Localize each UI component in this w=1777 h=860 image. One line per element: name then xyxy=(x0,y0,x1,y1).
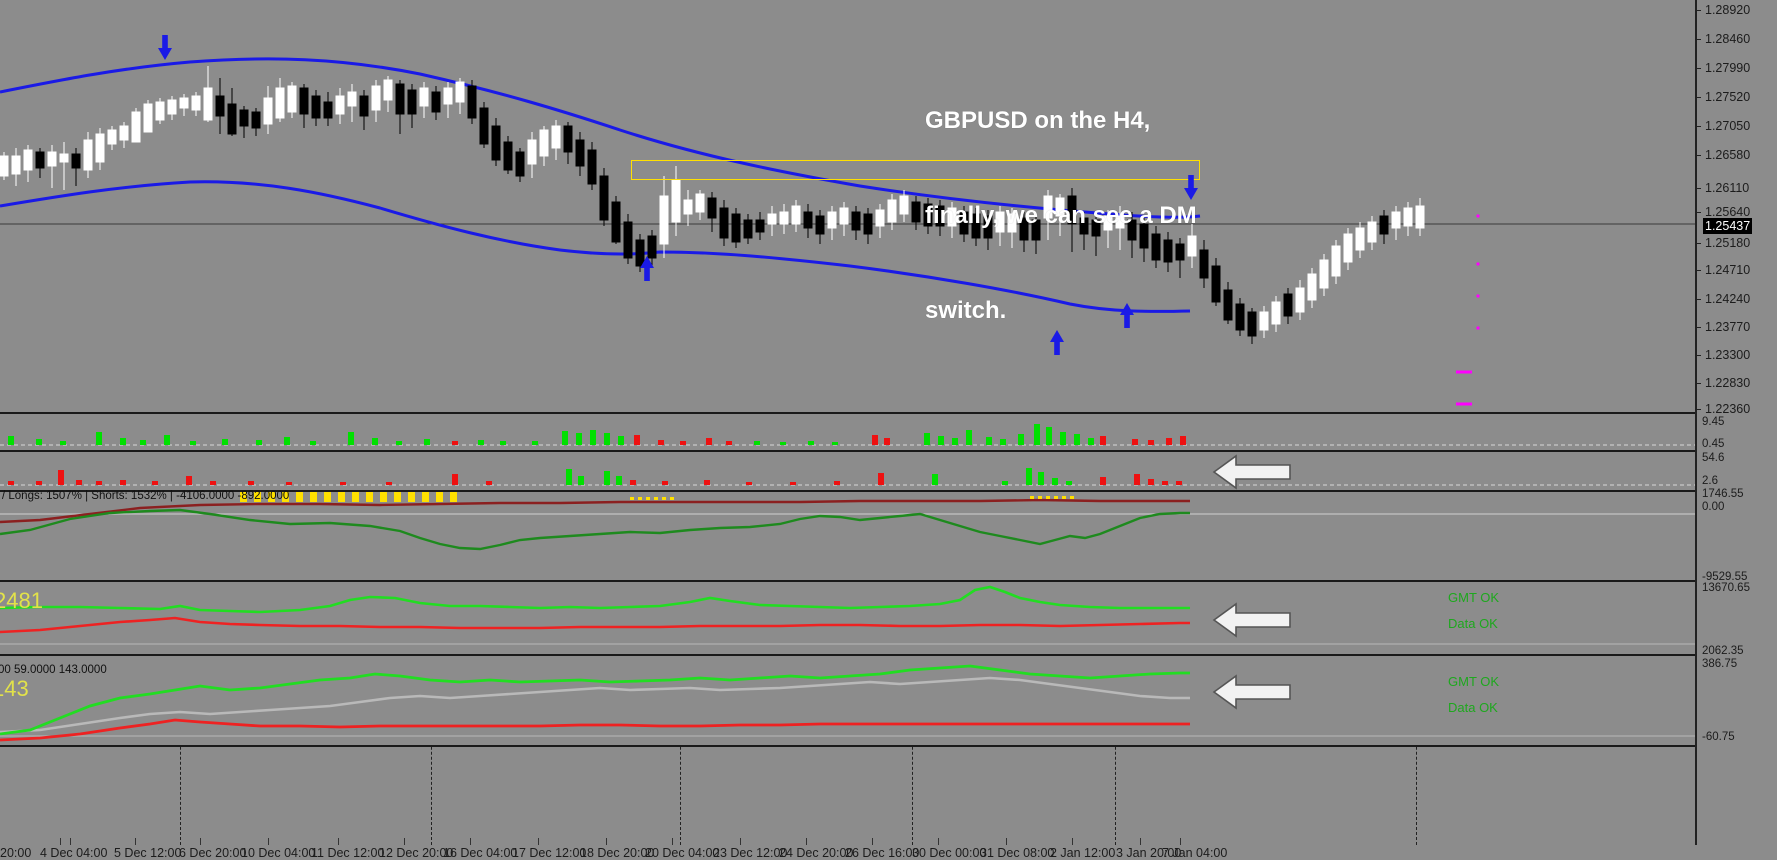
price-axis-label: 1.27990 xyxy=(1705,61,1751,75)
time-axis-label: 26 Dec 16:00 xyxy=(845,846,920,860)
price-axis-label: 1.25180 xyxy=(1705,236,1751,250)
price-axis-label: 1.27520 xyxy=(1705,90,1751,104)
time-axis-label: 24 Dec 20:00 xyxy=(779,846,854,860)
panel-divider xyxy=(0,745,1695,747)
time-axis-label: 4 Dec 04:00 xyxy=(40,846,108,860)
time-axis[interactable] xyxy=(0,845,1777,859)
panel-divider xyxy=(0,450,1695,452)
price-panel: GBPUSD on the H4, finally, we can see a … xyxy=(0,0,1695,412)
time-axis-label: 30 Dec 00:00 xyxy=(912,846,987,860)
oscillator-1-axis-bottom: 2062.35 xyxy=(1702,645,1744,657)
callout-arrow-oscillator-2 xyxy=(1212,672,1292,712)
time-axis-label: 11 Dec 12:00 xyxy=(311,846,385,860)
callout-arrow-volume xyxy=(1212,452,1292,492)
price-axis-label: 1.22360 xyxy=(1705,402,1751,416)
annotation-line-3: switch. xyxy=(925,297,1007,325)
sentiment-axis-zero: 0.00 xyxy=(1702,501,1725,513)
price-axis-label: 1.25640 xyxy=(1705,205,1751,219)
time-axis-label: 5 Dec 12:00 xyxy=(114,846,182,860)
panel-divider xyxy=(0,412,1695,414)
oscillator-2-data-status: Data OK xyxy=(1448,700,1498,715)
oscillator-2-axis-bottom: -60.75 xyxy=(1702,731,1735,743)
volume-panel-2 xyxy=(0,452,1695,490)
price-axis-line xyxy=(1695,0,1697,845)
sell-signal-arrow xyxy=(1183,174,1198,200)
buy-signal-arrow xyxy=(639,256,654,281)
sentiment-header-text: / Longs: 1507% | Shorts: 1532% | -4106.0… xyxy=(2,490,290,502)
price-axis[interactable] xyxy=(1695,0,1777,859)
price-axis-label: 1.23300 xyxy=(1705,348,1751,362)
volume-2-axis-mid: 2.6 xyxy=(1702,475,1718,487)
oscillator-2-svg xyxy=(0,664,1695,742)
annotation-line-1: GBPUSD on the H4, xyxy=(925,107,1151,135)
time-axis-label: 3 Jan 20:00 xyxy=(1116,846,1182,860)
current-price-label: 1.25437 xyxy=(1703,218,1753,234)
price-axis-label: 1.24240 xyxy=(1705,292,1751,306)
sentiment-axis-top: 1746.55 xyxy=(1702,488,1744,500)
annotation-line-2: finally, we can see a DM xyxy=(925,202,1197,230)
sell-signal-arrow xyxy=(157,34,172,60)
oscillator-panel-2: 00 59.0000 143.0000 143 GMT OK Data OK xyxy=(0,656,1695,745)
callout-arrow-oscillator-1 xyxy=(1212,600,1292,640)
oscillator-1-value: 2481 xyxy=(0,588,43,613)
time-axis-label: 31 Dec 08:00 xyxy=(980,846,1055,860)
sentiment-axis-bottom: -9529.55 xyxy=(1702,571,1748,583)
time-axis-label: 20 Dec 04:00 xyxy=(645,846,720,860)
price-zone-rectangle[interactable] xyxy=(631,160,1200,180)
panel-divider xyxy=(0,490,1695,492)
panel-divider xyxy=(0,580,1695,582)
price-axis-label: 1.28460 xyxy=(1705,32,1751,46)
oscillator-1-svg xyxy=(0,585,1695,645)
oscillator-2-axis-top: 386.75 xyxy=(1702,658,1738,670)
time-axis-label: 17 Dec 12:00 xyxy=(512,846,587,860)
oscillator-2-header-text: 00 59.0000 143.0000 xyxy=(0,664,107,676)
time-axis-label: 18 Dec 20:00 xyxy=(580,846,655,860)
oscillator-1-axis-top: 13670.65 xyxy=(1702,582,1750,594)
time-axis-label: 2 Jan 12:00 xyxy=(1050,846,1116,860)
price-axis-label: 1.27050 xyxy=(1705,119,1751,133)
time-axis-label: 23 Dec 12:00 xyxy=(713,846,788,860)
volume-2-axis-top: 54.6 xyxy=(1702,452,1725,464)
panel-divider xyxy=(0,654,1695,656)
price-axis-label: 1.26110 xyxy=(1705,181,1750,195)
volume-1-axis-top: 9.45 xyxy=(1702,416,1725,428)
chart-annotation: GBPUSD on the H4, finally, we can see a … xyxy=(925,42,1197,390)
sentiment-lines-svg xyxy=(0,492,1695,551)
time-axis-label: 7 Jan 04:00 xyxy=(1162,846,1228,860)
time-axis-label: 16 Dec 04:00 xyxy=(443,846,518,860)
buy-signal-arrow xyxy=(1119,303,1134,328)
price-axis-label: 1.28920 xyxy=(1705,3,1751,17)
time-axis-label: 12 Dec 20:00 xyxy=(379,846,454,860)
price-axis-label: 1.26580 xyxy=(1705,148,1751,162)
sentiment-panel: / Longs: 1507% | Shorts: 1532% | -4106.0… xyxy=(0,490,1695,580)
time-axis-label: 10 Dec 04:00 xyxy=(241,846,316,860)
oscillator-2-value: 143 xyxy=(0,676,29,701)
volume-histogram-1-svg xyxy=(0,424,1695,446)
price-axis-label: 1.23770 xyxy=(1705,320,1751,334)
price-axis-label: 1.24710 xyxy=(1705,263,1751,277)
oscillator-2-gmt-status: GMT OK xyxy=(1448,674,1500,689)
price-axis-label: 1.22830 xyxy=(1705,376,1751,390)
price-candles-svg xyxy=(0,57,1695,406)
oscillator-1-data-status: Data OK xyxy=(1448,616,1498,631)
time-axis-label: 6 Dec 20:00 xyxy=(179,846,247,860)
buy-signal-arrow xyxy=(1049,330,1064,355)
volume-histogram-2-svg xyxy=(0,468,1695,486)
volume-1-axis-mid: 0.45 xyxy=(1702,438,1725,450)
time-axis-label: 20:00 xyxy=(0,846,32,860)
volume-panel-1 xyxy=(0,414,1695,450)
oscillator-1-gmt-status: GMT OK xyxy=(1448,590,1500,605)
oscillator-panel-1: 2481 GMT OK Data OK xyxy=(0,582,1695,654)
